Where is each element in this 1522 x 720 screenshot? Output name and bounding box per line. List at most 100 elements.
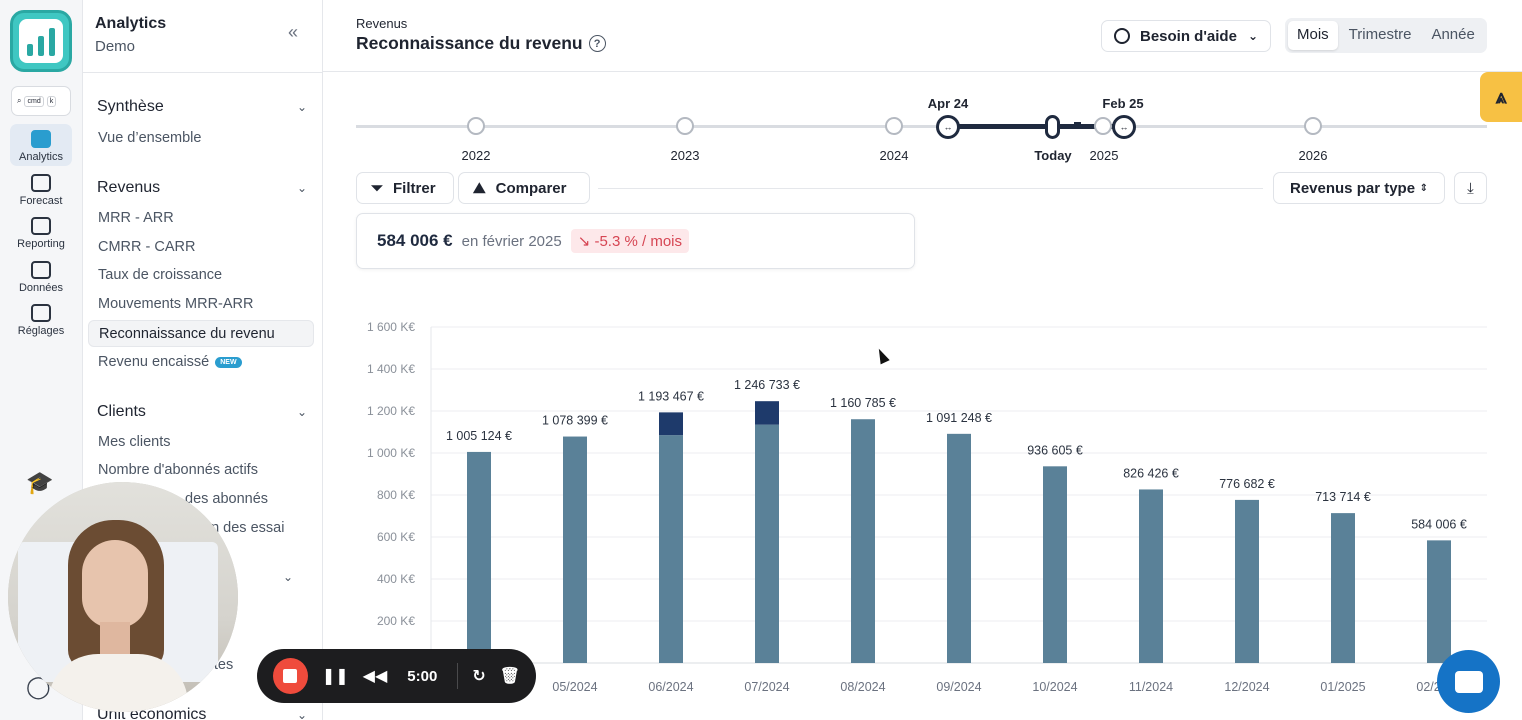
nav-link-mouvements[interactable]: Mouvements MRR-ARR (98, 296, 254, 312)
app-title: Analytics (95, 15, 167, 32)
data-label: 1 193 467 € (638, 389, 704, 403)
timeline-node[interactable] (885, 117, 903, 135)
chevron-down-icon: ⌄ (296, 181, 307, 195)
nav-link-reconnaissance[interactable]: Reconnaissance du revenu (88, 320, 314, 347)
section-title: Revenus (97, 179, 161, 196)
section-title: Clients (97, 403, 146, 420)
filter-label: Filtrer (393, 179, 436, 197)
rail-item-analytics[interactable]: Analytics (10, 124, 72, 166)
chevron-down-icon: ⌄ (296, 405, 307, 419)
compare-button[interactable]: ⛰ Comparer (458, 172, 590, 204)
nav-link-cmrr-carr[interactable]: CMRR - CARR (98, 239, 196, 255)
data-label: 936 605 € (1027, 443, 1083, 457)
timeline-year: 2022 (461, 148, 491, 163)
y-tick-label: 1 600 K€ (367, 320, 415, 334)
bar-segment (659, 412, 683, 436)
chat-support-button[interactable] (1437, 650, 1500, 713)
section-revenus[interactable]: Revenus ⌄ (97, 179, 307, 197)
bar-segment (659, 435, 683, 663)
today-marker[interactable] (1045, 115, 1060, 139)
range-end-handle[interactable]: ↔ (1112, 115, 1136, 139)
data-label: 584 006 € (1411, 517, 1467, 531)
nav-link-taux-croissance[interactable]: Taux de croissance (98, 267, 223, 283)
bar-segment (1427, 540, 1451, 663)
recorder-divider (457, 663, 459, 689)
chevron-down-icon: ⌄ (296, 100, 307, 114)
period-annee[interactable]: Année (1431, 26, 1475, 43)
rail-item-forecast[interactable]: Forecast (10, 168, 72, 210)
timeline-node[interactable] (676, 117, 694, 135)
kpi-trend-text: -5.3 % / mois (594, 233, 682, 250)
rail-item-donnees[interactable]: Données (10, 255, 72, 297)
range-start-handle[interactable]: ↔ (936, 115, 960, 139)
rail-item-label: Reporting (17, 238, 65, 250)
range-start-label: Apr 24 (927, 96, 969, 111)
breadcrumb[interactable]: Revenus (356, 16, 408, 31)
timeline-node[interactable] (467, 117, 485, 135)
data-label: 1 246 733 € (734, 378, 800, 392)
filter-icon: ⏷ (371, 179, 384, 197)
feedback-side-tab[interactable]: ⩓ (1480, 72, 1522, 122)
bar-segment (1043, 466, 1067, 663)
data-label: 1 091 248 € (926, 411, 992, 425)
timeline-track (356, 125, 1487, 128)
help-label: Besoin d'aide (1140, 27, 1237, 45)
timeline-year: 2025 (1089, 148, 1119, 163)
shortcut-key-k: k (46, 95, 57, 107)
revenue-type-select[interactable]: Revenus par type ⇕ (1273, 172, 1445, 204)
filter-button[interactable]: ⏷ Filtrer (356, 172, 454, 204)
shortcut-key-cmd: cmd (24, 95, 44, 107)
webcam-overlay[interactable] (8, 482, 238, 712)
secondary-nav: Analytics Demo « Synthèse ⌄ Vue d’ensemb… (83, 0, 323, 720)
period-trimestre[interactable]: Trimestre (1348, 26, 1412, 43)
section-clients[interactable]: Clients ⌄ (97, 403, 307, 421)
app-logo[interactable] (10, 10, 72, 72)
x-tick-label: 09/2024 (936, 680, 981, 694)
caret-up-icon: ⩓ (1495, 85, 1507, 108)
rail-item-label: Analytics (18, 151, 64, 163)
lifebuoy-icon (1114, 28, 1130, 44)
select-arrows-icon: ⇕ (1419, 182, 1428, 194)
help-dropdown-button[interactable]: Besoin d'aide ⌄ (1101, 20, 1271, 52)
question-mark-icon[interactable]: ? (588, 35, 606, 52)
bar-segment (1331, 513, 1355, 663)
search-icon: ⌕ (17, 96, 22, 105)
restart-icon[interactable]: ↻ (472, 668, 486, 685)
nav-divider (83, 72, 323, 73)
bar-segment (755, 424, 779, 663)
download-button[interactable]: ⤓ (1454, 172, 1487, 204)
kpi-trend-badge: ↘ -5.3 % / mois (570, 229, 689, 253)
timeline-node[interactable] (1094, 117, 1112, 135)
recording-controls: ❚❚ ◀◀ 5:00 ↻ 🗑 (257, 649, 536, 703)
chat-icon (1454, 670, 1483, 693)
rail-item-label: Forecast (19, 195, 63, 207)
nav-link-revenu-encaisse[interactable]: Revenu encaissé NEW (98, 354, 242, 370)
pause-icon[interactable]: ❚❚ (321, 668, 349, 685)
rail-item-reporting[interactable]: Reporting (10, 211, 72, 253)
section-collapsed[interactable]: ⌄ (283, 570, 309, 584)
webcam-person-face (82, 540, 148, 628)
section-title: Synthèse (97, 98, 164, 115)
bar-segment (1139, 489, 1163, 663)
bar-segment (563, 436, 587, 663)
collapse-sidebar-icon[interactable]: « (288, 22, 299, 42)
trash-icon[interactable]: 🗑 (499, 668, 520, 685)
nav-link-mes-clients[interactable]: Mes clients (98, 434, 171, 450)
nav-link-mrr-arr[interactable]: MRR - ARR (98, 210, 174, 226)
section-synthese[interactable]: Synthèse ⌄ (97, 98, 307, 116)
chevron-down-icon: ⌄ (296, 708, 307, 720)
data-label: 1 005 124 € (446, 429, 512, 443)
rail-item-reglages[interactable]: Réglages (10, 298, 72, 340)
stop-icon (283, 669, 298, 683)
timeline-node[interactable] (1304, 117, 1322, 135)
nav-link-abonnes-actifs[interactable]: Nombre d'abonnés actifs (98, 462, 258, 478)
kpi-period: en février 2025 (461, 232, 562, 250)
search-shortcut[interactable]: ⌕ cmd k (11, 86, 71, 116)
data-label: 713 714 € (1315, 490, 1371, 504)
date-range-timeline[interactable]: 2022 2023 2024 2025 2026 Apr 24 Feb 25 ↔… (356, 94, 1487, 164)
nav-link-vue-ensemble[interactable]: Vue d’ensemble (98, 130, 202, 146)
y-tick-label: 600 K€ (377, 530, 415, 544)
rewind-icon[interactable]: ◀◀ (362, 668, 388, 685)
stop-recording-button[interactable] (273, 658, 308, 694)
period-mois[interactable]: Mois (1288, 21, 1338, 50)
